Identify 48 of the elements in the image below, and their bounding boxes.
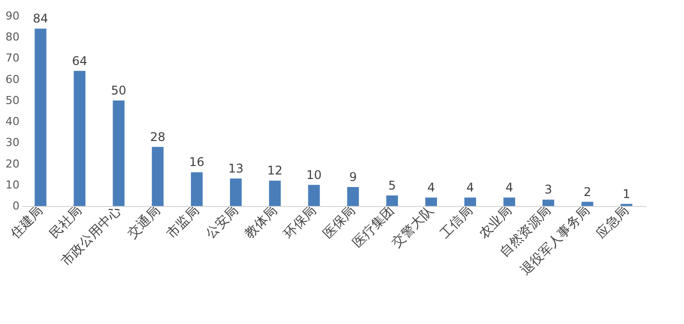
bar	[542, 200, 554, 206]
y-tick-label: 50	[6, 94, 20, 107]
data-label: 50	[111, 83, 126, 98]
bar	[582, 202, 594, 206]
bar	[464, 198, 476, 206]
x-tick-label: 交通局	[124, 202, 164, 242]
data-label: 12	[267, 164, 283, 178]
data-label: 16	[189, 155, 204, 170]
bar	[308, 184, 320, 206]
bar	[74, 70, 86, 206]
data-label: 64	[72, 54, 88, 68]
x-tick-label: 应急局	[593, 202, 632, 242]
y-tick-label: 70	[6, 52, 20, 65]
data-label: 4	[466, 180, 474, 195]
data-label: 4	[505, 180, 514, 195]
data-label: 3	[544, 182, 552, 197]
data-label: 9	[349, 170, 357, 184]
x-tick-label: 工信局	[438, 204, 476, 242]
y-tick-label: 80	[6, 30, 20, 44]
data-label: 2	[584, 184, 592, 199]
bar	[503, 198, 516, 206]
bar	[347, 187, 359, 206]
x-tick-label: 环保局	[281, 204, 320, 242]
y-tick-label: 20	[6, 157, 20, 170]
bar	[269, 180, 281, 206]
bar	[34, 28, 46, 206]
y-tick-label: 40	[6, 115, 20, 128]
x-tick-label: 市监局	[164, 204, 202, 242]
data-label: 13	[228, 162, 244, 176]
data-label: 4	[427, 180, 435, 195]
y-tick-label: 10	[6, 178, 20, 192]
bar	[230, 178, 242, 206]
data-label: 84	[32, 12, 48, 26]
data-label: 5	[388, 178, 396, 192]
bar	[152, 146, 164, 206]
bar	[190, 172, 203, 206]
x-tick-label: 教体局	[242, 204, 281, 242]
x-tick-label: 公安局	[202, 202, 242, 242]
y-tick-label: 0	[12, 200, 20, 212]
y-tick-label: 30	[6, 136, 20, 150]
bar	[386, 195, 398, 206]
y-tick-label: 60	[6, 72, 20, 86]
data-label: 1	[622, 186, 630, 201]
bar	[112, 100, 125, 206]
data-label: 28	[150, 130, 166, 144]
data-label: 10	[306, 168, 322, 182]
y-tick-label: 90	[6, 10, 20, 22]
bar	[425, 198, 438, 206]
